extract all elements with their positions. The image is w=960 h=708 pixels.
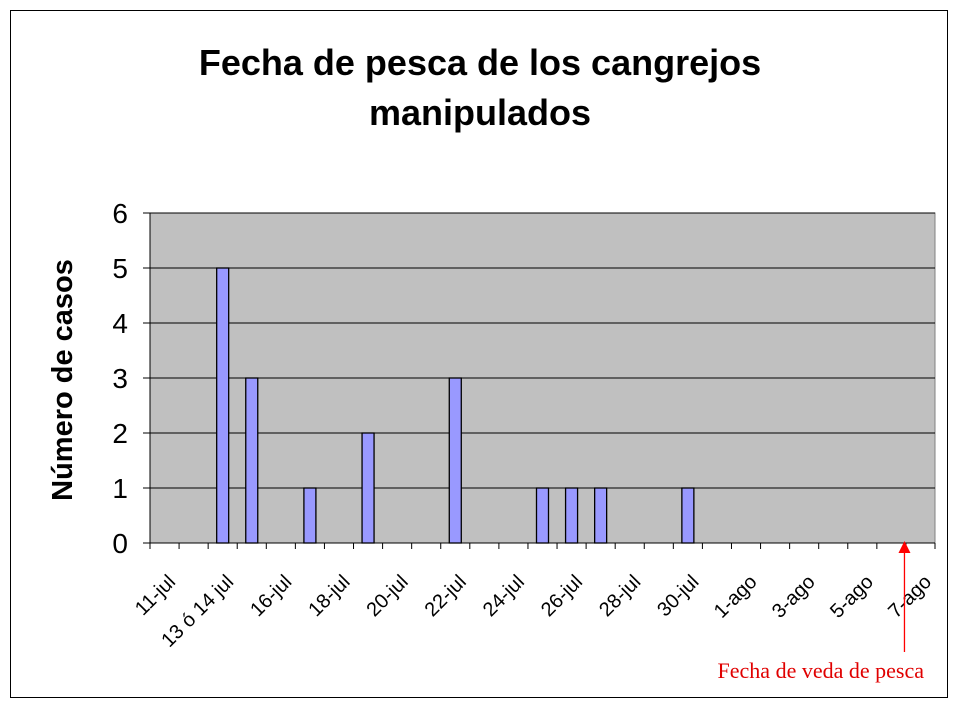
bar-27-jul <box>593 487 608 544</box>
bar-17-jul <box>303 487 317 544</box>
x-tick-label: 18-jul <box>304 571 354 621</box>
y-tick-label: 5 <box>112 253 128 284</box>
y-axis-label: Número de casos <box>47 259 79 501</box>
x-tick-label: 16-jul <box>246 571 296 621</box>
annotation: Fecha de veda de pesca <box>718 541 925 683</box>
y-tick-label: 0 <box>112 528 128 559</box>
y-tick-labels: 0 1 2 3 4 5 6 <box>112 198 128 559</box>
x-tick-label: 26-jul <box>537 571 587 621</box>
x-tick-label: 5-ago <box>826 571 878 623</box>
x-tick-label: 30-jul <box>653 571 703 621</box>
y-tick-label: 6 <box>112 198 128 229</box>
chart-title-line-1: Fecha de pesca de los cangrejos <box>198 42 762 83</box>
annotation-text: Fecha de veda de pesca <box>718 658 925 683</box>
y-tick-label: 4 <box>112 308 128 339</box>
x-tick-label: 28-jul <box>595 571 645 621</box>
x-tick-label: 24-jul <box>479 571 529 621</box>
bar-15-jul <box>245 377 259 544</box>
bar-series <box>216 267 695 544</box>
y-tick-label: 2 <box>112 418 128 449</box>
gridlines <box>150 212 935 489</box>
chart-title-line-2: manipulados <box>368 92 592 133</box>
chart-title: Fecha de pesca de los cangrejos manipula… <box>0 38 960 138</box>
x-tick-label: 7-ago <box>884 571 936 623</box>
x-tick-label: 20-jul <box>363 571 413 621</box>
x-tick-label: 11-jul <box>131 571 180 620</box>
y-tick-label: 1 <box>112 473 128 504</box>
x-tick-label: 1-ago <box>710 571 762 623</box>
bar-19-jul <box>361 432 375 544</box>
x-tick-label: 22-jul <box>421 571 471 621</box>
bar-25-jul <box>535 487 550 544</box>
annotation-arrow-head <box>898 541 911 553</box>
bar-22-jul <box>448 377 462 544</box>
bar-13 ó 14 jul <box>216 267 230 544</box>
bar-30-jul <box>681 487 695 544</box>
x-tick-label: 3-ago <box>768 571 820 623</box>
y-tick-label: 3 <box>112 363 128 394</box>
bar-26-jul <box>564 487 579 544</box>
